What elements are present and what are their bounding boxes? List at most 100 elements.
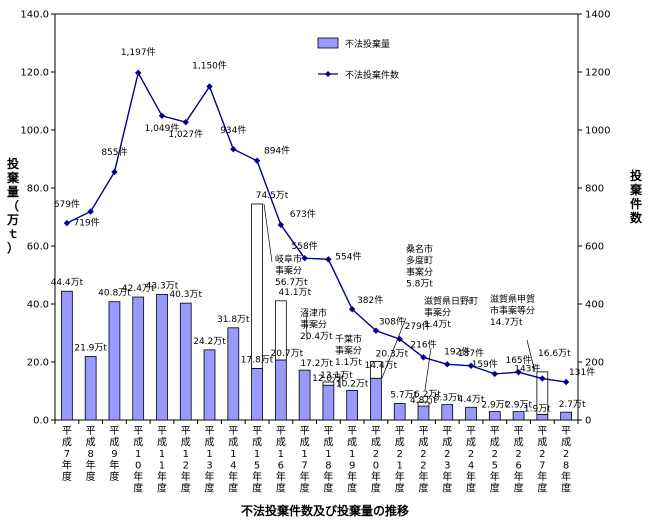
amount-data-label: 2.9万t [505,401,532,411]
amount-data-label: 42.4万t [122,284,155,294]
x-tick-char: 度 [418,482,428,495]
x-tick-char: 度 [537,482,547,495]
count-point [111,168,118,176]
count-data-label: 1,027件 [168,128,203,140]
x-tick-label: 平成 1 5 年度 [252,426,262,495]
count-point [301,254,308,262]
x-tick-char: 年 [442,470,452,483]
bar [298,369,311,421]
total-data-label: 6.2万t [414,390,441,400]
x-tick-char: 成 [537,437,547,449]
x-tick-char: 年 [371,470,381,483]
right-tick-label: 400 [585,300,604,311]
amount-data-label: 1.9万t [524,404,551,414]
count-data-label: 159件 [472,358,498,370]
x-tick-char: 1 [206,449,212,460]
x-tick-label: 平成 2 5 年度 [490,426,500,495]
x-tick-char: 度 [466,482,476,495]
x-tick-label: 平成 2 6 年度 [514,426,524,495]
right-tick-label: 1400 [585,10,610,21]
right-axis-title: 投棄件数 [629,168,643,225]
axis-title-char: 量 [7,185,19,199]
x-tick-label: 平成 2 0 年度 [371,426,381,495]
x-tick-char: 1 [230,449,236,460]
x-tick-char: 度 [347,482,357,495]
x-tick-char: 年 [395,470,405,483]
case-annotation-line: 事案分 [300,319,327,331]
count-data-label: 165件 [505,354,531,366]
count-point [396,335,403,343]
annotation-leader-line [263,203,273,263]
x-tick-char: 成 [300,437,310,449]
case-annotation-line: 桑名市 [406,243,433,255]
right-tick-label: 600 [585,242,604,253]
x-tick-char: 度 [62,470,72,483]
count-data-label: 855件 [101,146,127,158]
count-point [562,378,570,386]
x-tick-char: 2 [397,449,403,460]
bar [251,367,263,421]
legend-line-label: 不法投棄件数 [345,69,399,81]
x-tick-char: 2 [420,449,426,460]
case-annotation: 岐阜市事案分 56.7万t [275,253,308,288]
x-tick-char: 成 [109,437,119,449]
bar [203,349,216,421]
legend-bar-swatch [317,37,339,49]
case-annotation-line: 沼津市 [300,307,327,319]
case-annotation-line: 14.7万t [490,318,523,328]
x-tick-char: 6 [515,461,521,472]
x-tick-char: 6 [278,461,284,472]
case-annotation-line: 滋賀県甲賀 [490,293,535,305]
axis-title-char: 数 [630,210,643,225]
count-point [158,112,166,119]
x-tick-char: 度 [205,482,215,495]
x-tick-label: 平成 1 0 年度 [133,426,143,495]
special-case-segment [322,381,335,386]
x-tick-char: 成 [276,437,286,449]
bar [156,294,168,421]
x-tick-char: 平 [62,426,72,437]
x-tick-char: 7 [539,461,545,472]
x-tick-char: 2 [444,449,450,460]
axis-title-char: 投 [630,168,642,183]
case-annotation: 桑名市多度町事案分 5.8万t [406,243,433,290]
x-tick-char: 平 [323,426,333,437]
special-case-segment [536,371,549,415]
x-tick-char: 成 [205,437,215,449]
x-tick-char: 成 [347,437,357,449]
case-annotation-line: 事案分 [335,345,362,357]
count-data-label: 131件 [569,366,595,378]
x-tick-char: 年 [109,459,119,472]
x-tick-char: 度 [109,470,119,483]
axis-title-char: 投 [7,156,19,171]
x-tick-char: 成 [228,437,238,449]
case-annotation-line: 20.4万t [300,332,333,342]
count-data-label: 679件 [54,198,80,210]
count-data-label: 554件 [335,250,361,262]
legend: 不法投棄量 不法投棄件数 [317,37,399,81]
x-tick-char: 9 [349,461,355,472]
x-tick-char: 度 [157,482,167,495]
x-tick-char: 1 [349,449,355,460]
left-tick-label: 40.0 [27,300,49,311]
x-tick-char: 平 [537,426,547,437]
axis-title-char: ） [7,240,19,255]
annotation-leader-line [526,339,536,373]
x-tick-label: 平成 2 3 年度 [442,426,452,495]
case-annotation-line: 事案分 [275,265,302,277]
special-case-segment [417,401,430,407]
x-tick-label: 平成 1 6 年度 [276,426,286,495]
left-tick-label: 0.0 [33,416,49,427]
x-tick-char: 年 [181,470,191,483]
x-tick-char: 年 [252,470,262,483]
x-tick-char: 5 [254,461,260,472]
x-tick-char: 度 [561,482,571,495]
x-tick-label: 平成 8 年度 [86,426,96,483]
count-point [444,361,451,368]
left-tick-label: 60.0 [27,242,49,253]
x-tick-label: 平成 1 3 年度 [205,426,215,495]
axis-title-char: ｔ [7,227,19,241]
x-tick-char: 2 [183,461,189,472]
case-annotation-line: 5.8万t [406,280,433,290]
case-annotation-line: 事案分 [406,266,433,278]
